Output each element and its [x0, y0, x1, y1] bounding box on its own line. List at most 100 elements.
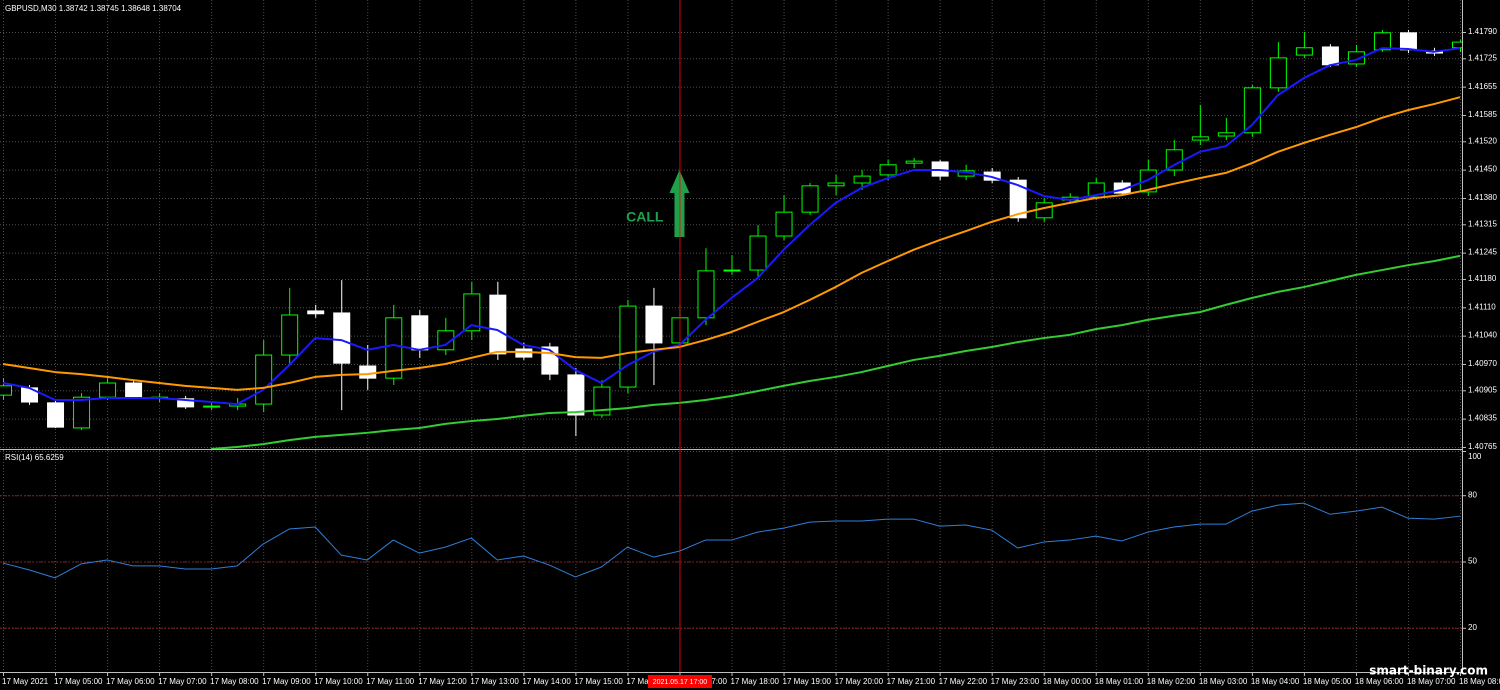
- crosshair-label-box: [647, 675, 712, 688]
- indicator-line: [2, 47, 1461, 406]
- candle-body: [853, 175, 871, 184]
- watermark: smart-binary.com: [1369, 664, 1488, 678]
- x-tick-label: 17 May 10:00: [314, 677, 363, 686]
- indicator-line: [2, 502, 1461, 579]
- candle-body: [593, 386, 611, 416]
- candle-body: [567, 374, 585, 416]
- y-tick-label: 1.41790: [1468, 27, 1497, 36]
- y-tick-label: 1.41315: [1468, 219, 1497, 228]
- rsi-panel: [0, 495, 1462, 629]
- candle-body: [801, 185, 819, 213]
- x-tick-label: 17 May 09:00: [262, 677, 311, 686]
- candle-body: [697, 270, 715, 319]
- candle-body: [1452, 41, 1462, 49]
- candle-body: [1009, 179, 1027, 219]
- candle-body: [1035, 202, 1053, 219]
- x-tick-label: 17 May 13:00: [470, 677, 519, 686]
- candle-body: [1243, 87, 1261, 134]
- y-tick-label: 100: [1468, 452, 1482, 461]
- candle-body: [905, 160, 923, 164]
- indicator-line: [211, 254, 1461, 449]
- x-tick-label: 17 May 15:00: [574, 677, 623, 686]
- y-tick-label: 1.41040: [1468, 331, 1497, 340]
- x-tick-label: 17 May 20:00: [835, 677, 884, 686]
- x-tick-label: 18 May 05:00: [1303, 677, 1352, 686]
- candle-body: [333, 312, 351, 364]
- x-tick-label: 18 May 02:00: [1147, 677, 1196, 686]
- candle-body: [99, 382, 117, 398]
- x-tick-label: 17 May 07:00: [158, 677, 207, 686]
- candle-body: [1217, 132, 1235, 137]
- x-tick-label: 18 May 04:00: [1251, 677, 1300, 686]
- candle-body: [203, 405, 221, 408]
- y-tick-label: 20: [1468, 623, 1477, 632]
- x-tick-label: 18 May 00:00: [1043, 677, 1092, 686]
- candle-body: [489, 294, 507, 355]
- candle-body: [723, 269, 741, 272]
- overlay-layer: GBPUSD,M30 1.38742 1.38745 1.38648 1.387…: [5, 0, 1488, 688]
- x-tick-label: 17 May 08:00: [210, 677, 259, 686]
- chart-title: GBPUSD,M30 1.38742 1.38745 1.38648 1.387…: [5, 4, 182, 13]
- candle-body: [1269, 57, 1287, 89]
- candle-body: [749, 235, 767, 271]
- candle-body: [359, 365, 377, 379]
- candle-body: [775, 211, 793, 237]
- y-tick-label: 80: [1468, 490, 1477, 499]
- candle-body: [645, 305, 663, 344]
- candle-body: [281, 314, 299, 356]
- y-tick-label: 1.41245: [1468, 248, 1497, 257]
- candle-body: [879, 164, 897, 176]
- x-tick-label: 17 May 12:00: [418, 677, 467, 686]
- x-tick-label: 17 May 14:00: [522, 677, 571, 686]
- grid-layer: [0, 0, 1462, 672]
- candle-body: [1321, 46, 1339, 66]
- x-tick-label: 17 May 06:00: [106, 677, 155, 686]
- candle-body: [255, 354, 273, 405]
- x-tick-label: 17 May 21:00: [887, 677, 936, 686]
- x-tick-label: 17 May 18:00: [731, 677, 780, 686]
- candle-body: [177, 398, 195, 408]
- x-tick-label: 18 May 07:00: [1407, 677, 1456, 686]
- candle-body: [463, 293, 481, 332]
- x-tick-label: 17 May 2021: [2, 677, 49, 686]
- candle-body: [47, 402, 65, 428]
- x-tick-label: 17 May 11:00: [366, 677, 414, 686]
- y-tick-label: 1.40905: [1468, 385, 1497, 394]
- y-tick-label: 1.41520: [1468, 136, 1497, 145]
- candle-body: [1373, 32, 1391, 51]
- candle-body: [1295, 47, 1313, 56]
- rsi-title: RSI(14) 65.6259: [5, 453, 64, 462]
- indicator-line: [2, 96, 1461, 391]
- y-tick-label: 1.40970: [1468, 359, 1497, 368]
- y-tick-label: 1.41655: [1468, 82, 1497, 91]
- candle-body: [125, 382, 143, 398]
- candle-body: [0, 385, 12, 396]
- y-tick-label: 50: [1468, 557, 1477, 566]
- y-tick-label: 1.41180: [1468, 274, 1497, 283]
- y-tick-label: 1.41725: [1468, 53, 1497, 62]
- crosshair-label: 2021.05.17 17:00: [653, 679, 708, 686]
- y-tick-label: 1.41380: [1468, 193, 1497, 202]
- candle-body: [73, 396, 91, 429]
- x-tick-label: 18 May 08:00: [1459, 677, 1500, 686]
- price-panel: [0, 29, 1462, 449]
- x-tick-label: 17 May 05:00: [54, 677, 103, 686]
- candle-body: [827, 182, 845, 187]
- x-tick-label: 17 May 19:00: [783, 677, 832, 686]
- annotation-label: CALL: [626, 209, 664, 225]
- y-tick-label: 1.41450: [1468, 165, 1497, 174]
- candle-body: [1399, 32, 1417, 51]
- candle-body: [931, 161, 949, 177]
- y-tick-label: 1.41585: [1468, 110, 1497, 119]
- x-tick-label: 18 May 06:00: [1355, 677, 1404, 686]
- x-tick-label: 17 May 23:00: [991, 677, 1040, 686]
- candle-body: [307, 310, 325, 315]
- y-tick-label: 1.40835: [1468, 414, 1497, 423]
- candle-body: [1113, 182, 1131, 194]
- x-tick-label: 17 May 22:00: [939, 677, 988, 686]
- candle-body: [411, 315, 429, 351]
- y-tick-label: 1.40765: [1468, 442, 1497, 451]
